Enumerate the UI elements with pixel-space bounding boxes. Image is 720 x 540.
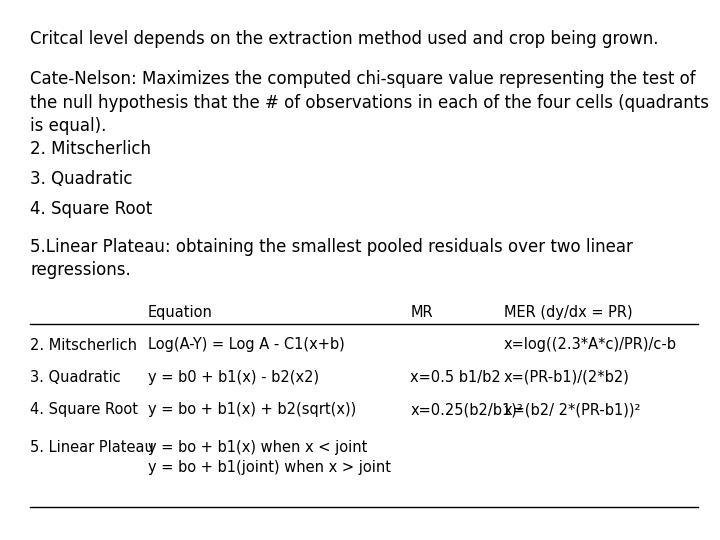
Text: 5. Linear Plateau: 5. Linear Plateau xyxy=(30,440,154,455)
Text: 4. Square Root: 4. Square Root xyxy=(30,200,153,218)
Text: 4. Square Root: 4. Square Root xyxy=(30,402,138,417)
Text: x=0.5 b1/b2: x=0.5 b1/b2 xyxy=(410,370,501,385)
Text: x=log((2.3*A*c)/PR)/c-b: x=log((2.3*A*c)/PR)/c-b xyxy=(504,338,677,353)
Text: 2. Mitscherlich: 2. Mitscherlich xyxy=(30,140,151,158)
Text: Equation: Equation xyxy=(148,305,212,320)
Text: 3. Quadratic: 3. Quadratic xyxy=(30,170,132,188)
Text: 3. Quadratic: 3. Quadratic xyxy=(30,370,121,385)
Text: y = bo + b1(x) + b2(sqrt(x)): y = bo + b1(x) + b2(sqrt(x)) xyxy=(148,402,356,417)
Text: x=(PR-b1)/(2*b2): x=(PR-b1)/(2*b2) xyxy=(504,370,630,385)
Text: 2. Mitscherlich: 2. Mitscherlich xyxy=(30,338,138,353)
Text: MER (dy/dx = PR): MER (dy/dx = PR) xyxy=(504,305,633,320)
Text: x=0.25(b2/b1)²: x=0.25(b2/b1)² xyxy=(410,402,523,417)
Text: Critcal level depends on the extraction method used and crop being grown.: Critcal level depends on the extraction … xyxy=(30,30,659,48)
Text: Cate-Nelson: Maximizes the computed chi-square value representing the test of
th: Cate-Nelson: Maximizes the computed chi-… xyxy=(30,70,709,136)
Text: y = bo + b1(x) when x < joint
y = bo + b1(joint) when x > joint: y = bo + b1(x) when x < joint y = bo + b… xyxy=(148,440,391,475)
Text: y = b0 + b1(x) - b2(x2): y = b0 + b1(x) - b2(x2) xyxy=(148,370,319,385)
Text: Log(A-Y) = Log A - C1(x+b): Log(A-Y) = Log A - C1(x+b) xyxy=(148,338,344,353)
Text: x=(b2/ 2*(PR-b1))²: x=(b2/ 2*(PR-b1))² xyxy=(504,402,641,417)
Text: 5.Linear Plateau: obtaining the smallest pooled residuals over two linear
regres: 5.Linear Plateau: obtaining the smallest… xyxy=(30,238,633,279)
Text: MR: MR xyxy=(410,305,433,320)
